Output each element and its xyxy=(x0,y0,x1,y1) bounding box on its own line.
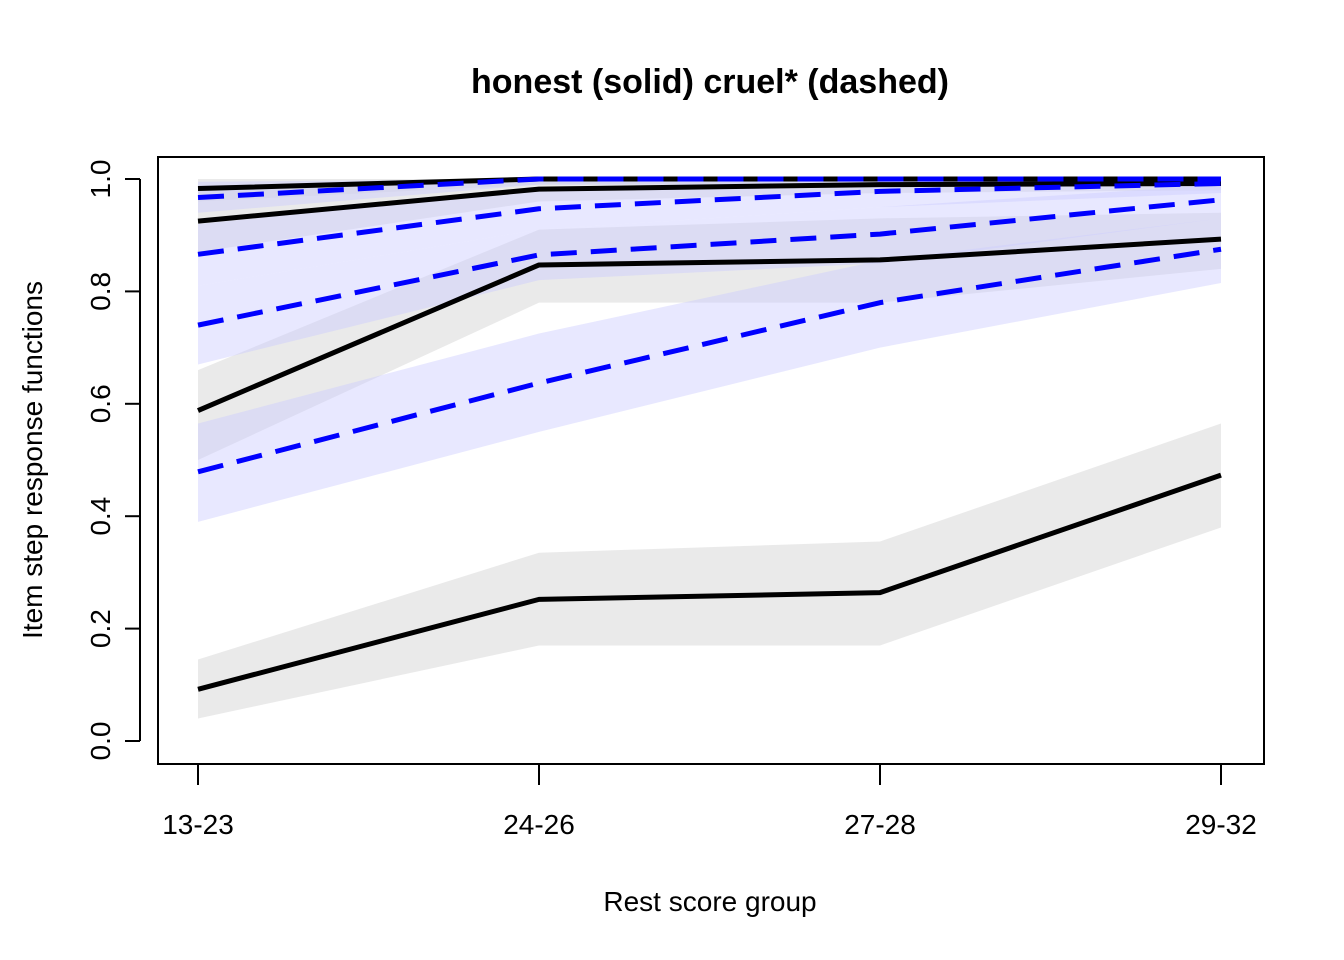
y-tick-label: 0.6 xyxy=(85,384,116,423)
y-tick-label: 1.0 xyxy=(85,160,116,199)
cruel-band-5 xyxy=(198,179,1221,286)
x-tick-label: 29-32 xyxy=(1185,809,1257,840)
x-tick-label: 27-28 xyxy=(844,809,916,840)
cruel-band-4 xyxy=(198,179,1221,213)
y-tick-label: 0.0 xyxy=(85,722,116,761)
series-lines xyxy=(197,176,1222,692)
cruel-line-4 xyxy=(197,176,1221,201)
cruel-band-6 xyxy=(198,184,1221,365)
y-tick-label: 0.8 xyxy=(85,272,116,311)
confidence-bands xyxy=(198,179,1221,719)
cruel-band-7 xyxy=(198,218,1221,522)
y-axis-label: Item step response functions xyxy=(17,281,48,639)
y-axis: 0.0 0.2 0.4 0.6 0.8 1.0 xyxy=(85,160,141,761)
x-axis-label: Rest score group xyxy=(603,886,816,917)
honest-line-2 xyxy=(197,236,1222,413)
x-axis: 13-23 24-26 27-28 29-32 xyxy=(162,763,1257,840)
y-tick-label: 0.2 xyxy=(85,609,116,648)
cruel-line-5 xyxy=(197,180,1222,257)
cruel-line-6 xyxy=(197,197,1222,328)
y-tick-label: 0.4 xyxy=(85,497,116,536)
honest-band-3 xyxy=(198,423,1221,719)
chart-title: honest (solid) cruel* (dashed) xyxy=(471,63,949,101)
honest-line-1 xyxy=(197,180,1222,224)
x-tick-label: 13-23 xyxy=(162,809,234,840)
honest-line-3 xyxy=(197,472,1222,692)
cruel-line-7 xyxy=(197,246,1222,475)
x-tick-label: 24-26 xyxy=(503,809,575,840)
